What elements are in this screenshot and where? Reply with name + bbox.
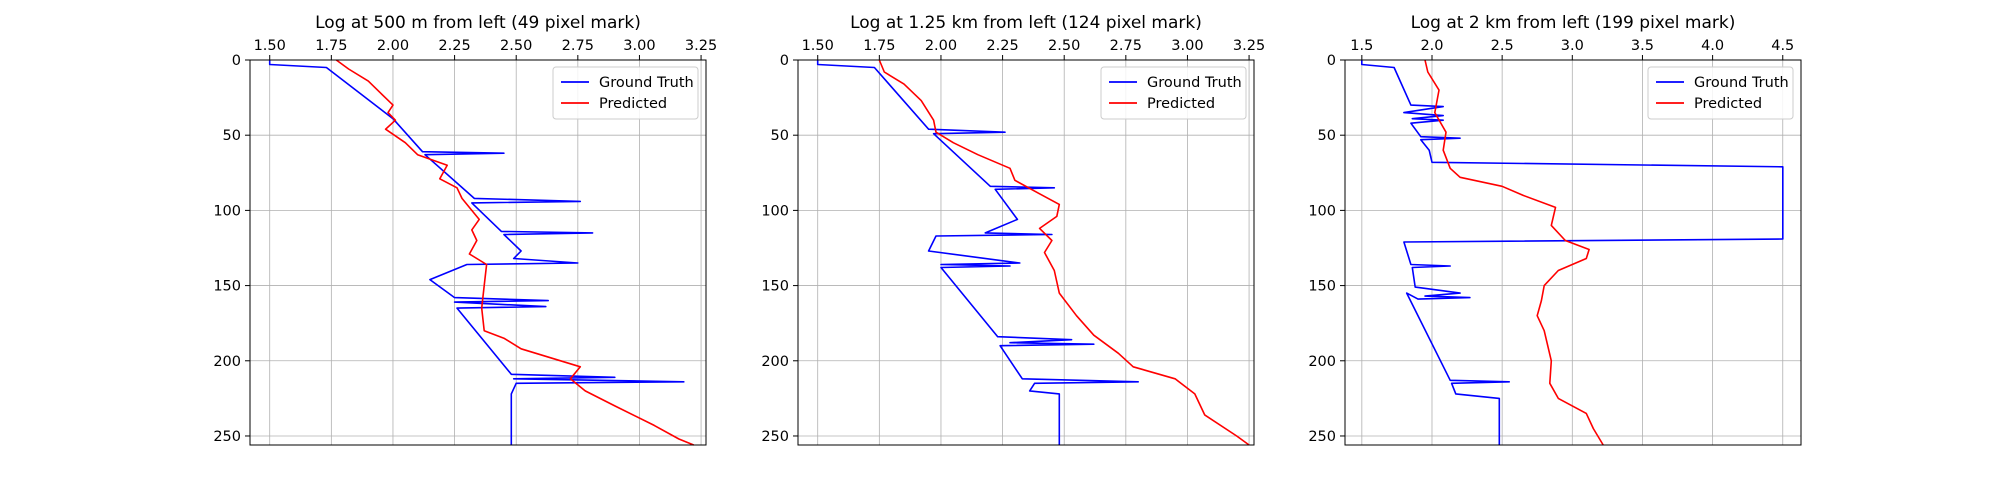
chart-panel-2: 1.50 1.75 2.00 2.25 2.50 2.75 3.00 3.25 0 50 100 15… — [761, 13, 1265, 446]
legend-box — [1647, 66, 1794, 120]
x-tick-label: 3.00 — [1171, 38, 1203, 54]
x-tick-label: 2.00 — [925, 38, 957, 54]
axes-frame — [249, 59, 707, 446]
y-tick-label: 0 — [232, 53, 241, 69]
legend-label: Predicted — [1694, 96, 1762, 112]
series-line-predicted — [335, 59, 695, 446]
y-tick-label: 0 — [780, 53, 789, 69]
x-tick-label: 2.75 — [562, 38, 594, 54]
y-tick-label: 50 — [771, 128, 789, 144]
axes-frame — [797, 59, 1255, 446]
y-tick-label: 50 — [223, 128, 241, 144]
x-tick-label: 2.25 — [438, 38, 470, 54]
chart-panel-3: 1.5 2.0 2.5 3.0 3.5 4.0 4.5 0 50 100 150 200 250 Log … — [1308, 13, 1802, 446]
x-tick-label: 1.75 — [863, 38, 895, 54]
x-tick-label: 1.50 — [802, 38, 834, 54]
chart-title: Log at 1.25 km from left (124 pixel mark… — [850, 13, 1202, 33]
y-tick-label: 100 — [761, 203, 789, 219]
x-tick-label: 3.25 — [685, 38, 717, 54]
legend-label: Ground Truth — [1147, 75, 1242, 91]
x-tick-label: 1.5 — [1350, 38, 1373, 54]
x-tick-label: 3.5 — [1631, 38, 1654, 54]
x-tick-label: 2.00 — [377, 38, 409, 54]
x-tick-label: 3.0 — [1561, 38, 1584, 54]
series-line-ground-truth — [816, 60, 1139, 445]
x-tick-label: 1.75 — [315, 38, 347, 54]
chart-title: Log at 500 m from left (49 pixel mark) — [315, 13, 641, 33]
legend-label: Predicted — [599, 96, 667, 112]
x-tick-label: 3.25 — [1233, 38, 1265, 54]
x-tick-label: 4.0 — [1701, 38, 1724, 54]
y-tick-label: 100 — [1308, 203, 1336, 219]
x-tick-label: 3.00 — [623, 38, 655, 54]
legend-label: Ground Truth — [1694, 75, 1789, 91]
axes-frame — [1344, 59, 1802, 446]
y-tick-label: 200 — [761, 354, 789, 370]
legend: Ground Truth Predicted — [1100, 66, 1247, 120]
x-tick-label: 2.25 — [986, 38, 1018, 54]
y-tick-label: 250 — [1308, 429, 1336, 445]
y-tick-label: 100 — [213, 203, 241, 219]
x-tick-label: 2.75 — [1110, 38, 1142, 54]
x-tick-label: 2.5 — [1491, 38, 1514, 54]
x-tick-label: 4.5 — [1771, 38, 1794, 54]
y-tick-label: 50 — [1318, 128, 1336, 144]
x-tick-label: 2.50 — [1048, 38, 1080, 54]
y-tick-label: 250 — [761, 429, 789, 445]
legend-label: Predicted — [1147, 96, 1215, 112]
legend: Ground Truth Predicted — [1647, 66, 1794, 120]
x-tick-label: 2.0 — [1420, 38, 1443, 54]
chart-panel-1: 1.50 1.75 2.00 2.25 2.50 2.75 3.00 3.25 0 50 100 15… — [213, 13, 717, 446]
y-tick-label: 150 — [1308, 279, 1336, 295]
series-line-ground-truth — [268, 60, 685, 445]
series-line-predicted — [878, 59, 1250, 446]
series-line-predicted — [1424, 59, 1604, 446]
y-tick-label: 200 — [213, 354, 241, 370]
y-tick-label: 250 — [213, 429, 241, 445]
legend: Ground Truth Predicted — [552, 66, 699, 120]
y-tick-label: 200 — [1308, 354, 1336, 370]
series-line-ground-truth — [1361, 60, 1784, 445]
chart-title: Log at 2 km from left (199 pixel mark) — [1411, 13, 1736, 33]
legend-box — [552, 66, 699, 120]
y-tick-label: 150 — [213, 279, 241, 295]
y-tick-label: 0 — [1327, 53, 1336, 69]
x-tick-label: 1.50 — [254, 38, 286, 54]
x-tick-label: 2.50 — [500, 38, 532, 54]
y-tick-label: 150 — [761, 279, 789, 295]
legend-box — [1100, 66, 1247, 120]
legend-label: Ground Truth — [599, 75, 694, 91]
